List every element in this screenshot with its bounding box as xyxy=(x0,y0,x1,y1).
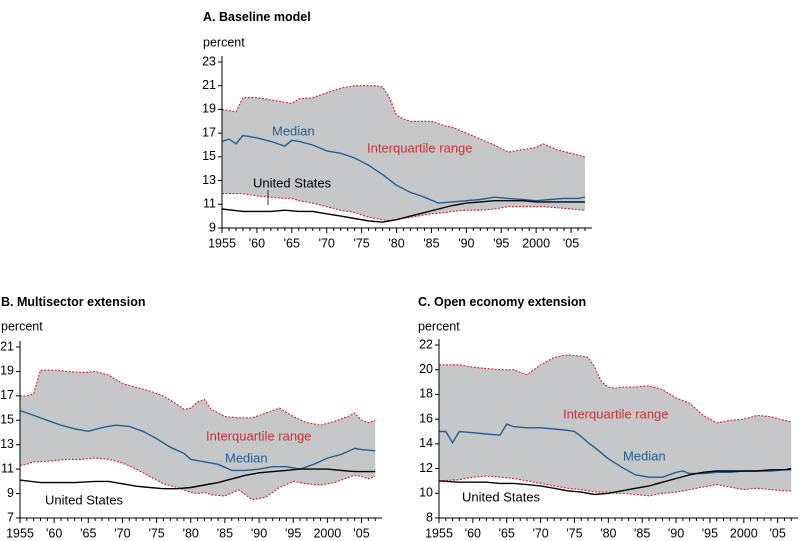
y-tick-label: 13 xyxy=(0,437,14,451)
x-tick-label: '65 xyxy=(284,236,300,250)
interquartile-band xyxy=(222,85,585,221)
y-tick-label: 16 xyxy=(419,411,433,425)
x-tick-label: 2000 xyxy=(313,526,341,540)
x-tick-label: '70 xyxy=(532,526,548,540)
y-tick-label: 9 xyxy=(209,220,216,234)
y-tick-label: 22 xyxy=(419,337,433,351)
y-tick-label: 11 xyxy=(1,461,14,475)
x-tick-label: '60 xyxy=(249,236,265,250)
x-tick-label: 1955 xyxy=(208,236,236,250)
x-tick-label: '85 xyxy=(217,526,233,540)
y-tick-label: 7 xyxy=(7,510,14,524)
y-tick-label: 9 xyxy=(7,486,14,500)
band-annotation: Interquartile range xyxy=(367,140,473,155)
x-tick-label: 1955 xyxy=(425,526,453,540)
chart-title: C. Open economy extension xyxy=(418,295,586,309)
y-tick-label: 8 xyxy=(426,510,433,524)
y-tick-label: 13 xyxy=(202,173,216,187)
x-tick-label: '70 xyxy=(319,236,335,250)
x-tick-label: '05 xyxy=(353,526,369,540)
y-tick-label: 23 xyxy=(202,54,216,68)
median-annotation: Median xyxy=(272,123,315,138)
chart-title: B. Multisector extension xyxy=(1,295,145,309)
y-axis-unit: percent xyxy=(1,319,43,333)
median-annotation: Median xyxy=(623,448,666,463)
x-tick-label: '60 xyxy=(465,526,481,540)
y-axis-unit: percent xyxy=(418,319,460,333)
median-line xyxy=(19,409,376,472)
x-tick-label: '75 xyxy=(353,236,369,250)
y-tick-label: 12 xyxy=(419,461,433,475)
x-tick-label: '70 xyxy=(114,526,130,540)
interquartile-band xyxy=(439,354,792,496)
x-tick-label: '75 xyxy=(566,526,582,540)
y-tick-label: 21 xyxy=(202,78,216,92)
x-tick-label: '75 xyxy=(148,526,164,540)
y-tick-label: 17 xyxy=(0,388,14,402)
chart-panel-a: A. Baseline model percent 9 11 13 15 17 19 21 23 1… xyxy=(202,10,592,250)
x-tick-label: 2000 xyxy=(522,236,550,250)
band-annotation: Interquartile range xyxy=(206,428,312,443)
x-tick-label: '65 xyxy=(80,526,96,540)
united-states-line xyxy=(221,200,585,223)
x-tick-label: '90 xyxy=(251,526,267,540)
y-tick-label: 21 xyxy=(0,339,14,353)
us-annotation: United States xyxy=(253,175,332,190)
y-tick-label: 18 xyxy=(419,387,433,401)
band-lower-edge xyxy=(222,193,586,222)
y-tick-label: 19 xyxy=(202,102,216,116)
y-tick-label: 15 xyxy=(202,149,216,163)
band-lower-edge xyxy=(19,457,376,501)
chart-panel-c: C. Open economy extension percent 8 10 12 14 1… xyxy=(418,295,798,540)
y-tick-label: 19 xyxy=(0,364,14,378)
median-annotation: Median xyxy=(225,450,268,465)
x-tick-label: '90 xyxy=(668,526,684,540)
united-states-line xyxy=(19,468,376,490)
x-tick-label: '85 xyxy=(423,236,439,250)
x-tick-label: '95 xyxy=(702,526,718,540)
y-tick-label: 11 xyxy=(203,197,216,211)
chart-title: A. Baseline model xyxy=(203,10,311,24)
x-tick-label: '85 xyxy=(634,526,650,540)
chart-panel-b: B. Multisector extension percent 7 9 11 13 15 1… xyxy=(0,295,382,540)
x-tick-label: '60 xyxy=(46,526,62,540)
x-tick-label: '05 xyxy=(563,236,579,250)
median-line xyxy=(221,134,586,204)
band-upper-edge xyxy=(221,85,586,158)
y-tick-label: 14 xyxy=(419,436,433,450)
x-tick-label: '05 xyxy=(770,526,786,540)
x-tick-label: '95 xyxy=(285,526,301,540)
x-tick-label: '95 xyxy=(493,236,509,250)
united-states-line xyxy=(438,467,792,496)
x-tick-label: '80 xyxy=(600,526,616,540)
x-tick-label: '80 xyxy=(183,526,199,540)
band-annotation: Interquartile range xyxy=(563,406,669,421)
x-tick-label: 1955 xyxy=(6,526,34,540)
x-tick-label: '65 xyxy=(499,526,515,540)
median-line xyxy=(439,423,792,478)
x-tick-label: 2000 xyxy=(730,526,758,540)
y-axis-unit: percent xyxy=(203,35,245,49)
interquartile-band xyxy=(20,370,376,500)
x-tick-label: '80 xyxy=(388,236,404,250)
y-tick-label: 15 xyxy=(0,413,14,427)
band-upper-edge xyxy=(20,369,376,426)
us-annotation: United States xyxy=(45,492,124,507)
y-tick-label: 17 xyxy=(202,125,216,139)
x-tick-label: '90 xyxy=(458,236,474,250)
y-tick-label: 10 xyxy=(419,486,433,500)
y-tick-label: 20 xyxy=(419,362,433,376)
us-annotation: United States xyxy=(462,489,541,504)
